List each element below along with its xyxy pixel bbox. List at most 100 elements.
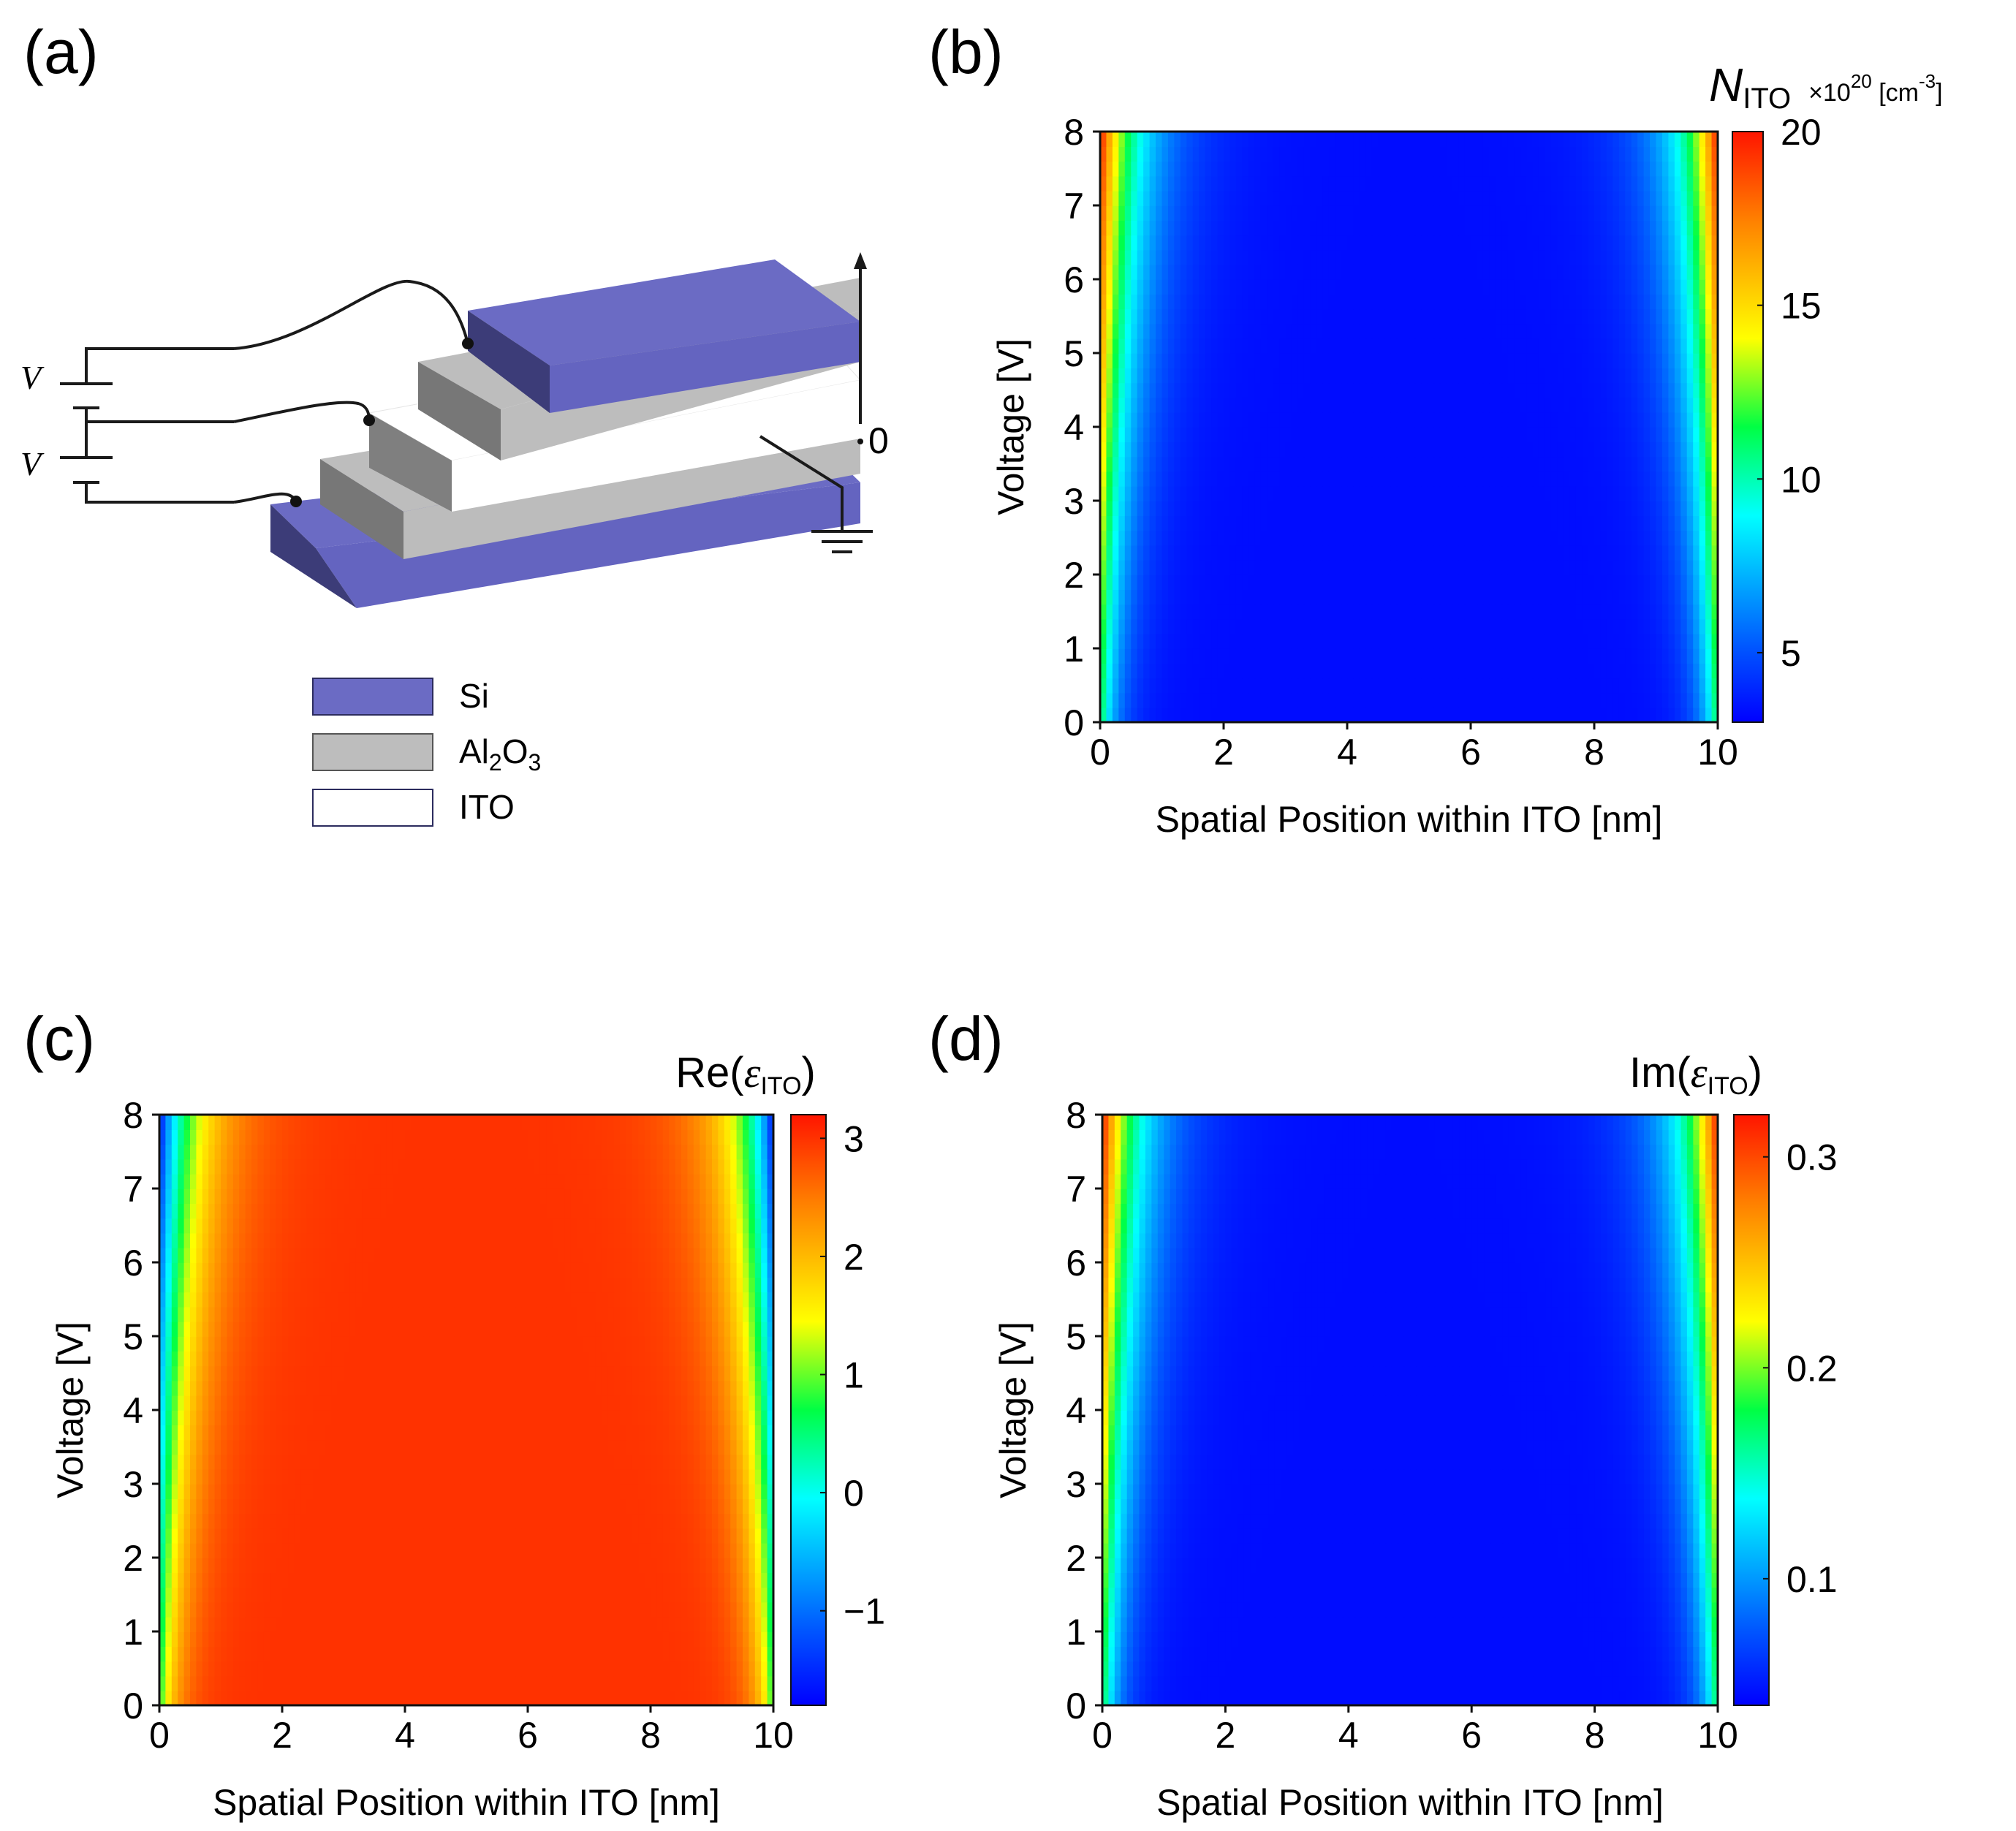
heatmap-cell <box>1501 589 1509 605</box>
heatmap-cell <box>1353 456 1360 472</box>
heatmap-cell <box>1353 308 1360 325</box>
heatmap-cell <box>214 1601 221 1618</box>
heatmap-cell <box>1205 412 1212 428</box>
heatmap-cell <box>1118 441 1126 458</box>
heatmap-cell <box>239 1572 246 1588</box>
heatmap-cell <box>1162 190 1169 206</box>
heatmap-cell <box>743 1572 750 1588</box>
heatmap-cell <box>1446 589 1453 605</box>
heatmap-cell <box>294 1572 301 1588</box>
heatmap-cell <box>736 1587 743 1603</box>
heatmap-cell <box>1711 264 1718 280</box>
heatmap-cell <box>1403 559 1410 575</box>
heatmap-cell <box>583 1661 590 1677</box>
heatmap-cell <box>159 1572 167 1588</box>
panel-d-label: (d) <box>928 1004 1004 1073</box>
heatmap-cell <box>1248 515 1256 531</box>
heatmap-cell <box>485 1572 492 1588</box>
heatmap-cell <box>1575 353 1583 368</box>
heatmap-cell <box>1526 678 1534 694</box>
heatmap-cell <box>1347 161 1354 177</box>
heatmap-cell <box>1414 604 1422 620</box>
heatmap-cell <box>1242 308 1249 325</box>
heatmap-cell <box>1199 545 1206 561</box>
heatmap-cell <box>1174 205 1181 221</box>
heatmap-cell <box>1471 412 1478 428</box>
heatmap-cell <box>178 1587 185 1603</box>
heatmap-cell <box>1365 575 1373 590</box>
heatmap-cell <box>1526 618 1534 634</box>
heatmap-cell <box>515 1601 523 1618</box>
heatmap-cell <box>607 1690 615 1706</box>
heatmap-cell <box>1433 559 1441 575</box>
heatmap-cell <box>1452 485 1459 501</box>
heatmap-cell <box>1371 559 1379 575</box>
heatmap-cell <box>1538 249 1546 265</box>
heatmap-cell <box>601 1616 608 1632</box>
heatmap-cell <box>1471 678 1478 694</box>
heatmap-cell <box>1384 264 1391 280</box>
heatmap-cell <box>1427 338 1435 354</box>
heatmap-cell <box>1594 530 1602 546</box>
heatmap-cell <box>1446 707 1453 723</box>
heatmap-cell <box>1371 308 1379 325</box>
heatmap-cell <box>1686 589 1694 605</box>
heatmap-cell <box>282 1601 289 1618</box>
heatmap-cell <box>1452 575 1459 590</box>
heatmap-cell <box>1482 648 1490 664</box>
heatmap-cell <box>552 1646 559 1662</box>
heatmap-cell <box>1446 235 1453 251</box>
heatmap-cell <box>1180 294 1188 310</box>
heatmap-cell <box>1613 589 1620 605</box>
heatmap-cell <box>1285 205 1292 221</box>
heatmap-cell <box>429 1675 436 1691</box>
heatmap-cell <box>1458 175 1466 192</box>
heatmap-cell <box>1526 323 1534 339</box>
heatmap-cell <box>577 1572 584 1588</box>
heatmap-cell <box>1285 249 1292 265</box>
heatmap-cell <box>1471 397 1478 413</box>
heatmap-cell <box>1328 294 1335 310</box>
heatmap-cell <box>1650 707 1657 723</box>
heatmap-cell <box>1643 382 1651 398</box>
heatmap-cell <box>1588 353 1595 368</box>
heatmap-cell <box>1267 412 1274 428</box>
heatmap-cell <box>754 1601 762 1618</box>
heatmap-cell <box>1137 530 1144 546</box>
heatmap-cell <box>1526 648 1534 664</box>
heatmap-cell <box>1186 618 1194 634</box>
heatmap-cell <box>1297 294 1305 310</box>
heatmap-cell <box>1557 190 1564 206</box>
heatmap-cell <box>1674 190 1682 206</box>
heatmap-cell <box>1242 161 1249 177</box>
heatmap-cell <box>417 1572 424 1588</box>
heatmap-cell <box>1563 205 1570 221</box>
heatmap-cell <box>1464 249 1471 265</box>
heatmap-cell <box>1520 427 1527 442</box>
heatmap-cell <box>1353 530 1360 546</box>
heatmap-cell <box>411 1646 418 1662</box>
heatmap-cell <box>736 1675 743 1691</box>
heatmap-cell <box>1217 633 1224 649</box>
heatmap-cell <box>1186 249 1194 265</box>
heatmap-cell <box>1273 456 1280 472</box>
heatmap-cell <box>1273 441 1280 458</box>
heatmap-cell <box>1403 633 1410 649</box>
heatmap-cell <box>620 1675 627 1691</box>
heatmap-cell <box>1211 308 1219 325</box>
heatmap-cell <box>429 1646 436 1662</box>
heatmap-cell <box>1520 471 1527 487</box>
heatmap-cell <box>1205 604 1212 620</box>
heatmap-cell <box>1705 707 1713 723</box>
heatmap-cell <box>1650 279 1657 295</box>
heatmap-cell <box>1489 501 1496 516</box>
heatmap-cell <box>1507 279 1515 295</box>
heatmap-cell <box>1582 368 1589 384</box>
heatmap-cell <box>1174 589 1181 605</box>
heatmap-cell <box>1112 294 1120 310</box>
heatmap-cell <box>1656 575 1663 590</box>
heatmap-cell <box>1514 190 1521 206</box>
heatmap-cell <box>1600 382 1607 398</box>
heatmap-cell <box>1199 485 1206 501</box>
heatmap-cell <box>1149 485 1156 501</box>
